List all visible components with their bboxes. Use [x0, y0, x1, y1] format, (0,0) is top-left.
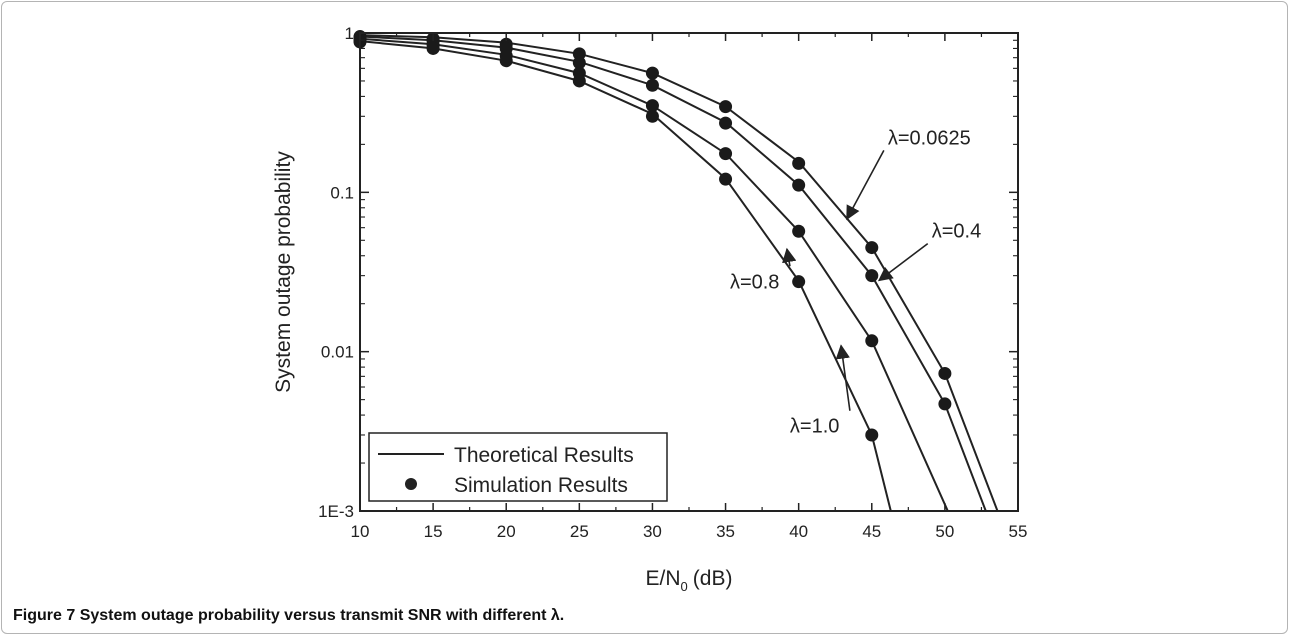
x-tick-label: 40 [789, 522, 808, 541]
simulation-point [645, 78, 659, 92]
legend-dot-swatch [405, 478, 417, 490]
simulation-point [426, 41, 440, 55]
simulation-point [572, 56, 586, 70]
x-axis-ticks: 10 15 20 25 30 35 40 45 50 55 [351, 33, 1028, 541]
figure-number: Figure 7 [13, 607, 76, 624]
simulation-point [792, 275, 806, 289]
simulation-points-group [353, 30, 952, 442]
y-axis-label: System outage probability [272, 151, 295, 393]
x-tick-label: 15 [424, 522, 443, 541]
simulation-point [719, 100, 733, 114]
annotation-lambda-label: λ=0.0625 [888, 127, 971, 149]
x-tick-label: 45 [862, 522, 881, 541]
x-tick-label: 30 [643, 522, 662, 541]
simulation-point [938, 397, 952, 411]
y-axis-ticks: 1 0.1 0.01 1E-3 [318, 24, 1018, 521]
annotation-lambda-label: λ=1.0 [790, 416, 839, 438]
simulation-point [499, 54, 513, 68]
simulation-point [792, 156, 806, 170]
simulation-point [572, 47, 586, 61]
outage-probability-chart: 10 15 20 25 30 35 40 45 50 55 1 0.1 0.01 1E-3 λ=0.06… [272, 24, 1028, 594]
x-tick-label: 55 [1009, 522, 1028, 541]
simulation-point [792, 178, 806, 192]
simulation-point [865, 334, 879, 348]
y-tick-label: 1 [345, 24, 354, 43]
simulation-point [645, 99, 659, 113]
x-tick-label: 10 [351, 522, 370, 541]
simulation-point [792, 224, 806, 238]
y-tick-label: 1E-3 [318, 502, 354, 521]
annotation-arrow [782, 247, 797, 267]
simulation-point [572, 74, 586, 88]
simulation-point [719, 147, 733, 161]
legend-label-simulation: Simulation Results [454, 474, 628, 497]
caption-text: System outage probability versus transmi… [79, 607, 565, 624]
simulation-point [645, 66, 659, 80]
x-tick-label: 20 [497, 522, 516, 541]
legend: Theoretical Results Simulation Results [368, 432, 668, 502]
y-tick-label: 0.01 [321, 343, 354, 362]
annotations-group: λ=0.0625 λ=0.4 λ=0.8 λ=1.0 [730, 127, 981, 437]
y-tick-label: 0.1 [330, 183, 354, 202]
figure-caption: Figure 7 System outage probability versu… [13, 607, 564, 625]
annotation-arrow [877, 242, 929, 282]
simulation-point [719, 116, 733, 130]
simulation-point [865, 269, 879, 283]
simulation-point [938, 366, 952, 380]
x-tick-label: 35 [716, 522, 735, 541]
x-tick-label: 25 [570, 522, 589, 541]
legend-box [368, 432, 668, 502]
simulation-point [645, 109, 659, 123]
simulation-point [719, 172, 733, 186]
theory-curve-lambda-0.0625 [360, 34, 999, 511]
simulation-point [865, 241, 879, 255]
legend-label-theoretical: Theoretical Results [454, 444, 634, 467]
annotation-arrow [835, 344, 851, 411]
annotation-lambda-label: λ=0.4 [932, 221, 981, 243]
x-tick-label: 50 [935, 522, 954, 541]
simulation-point [865, 428, 879, 442]
theory-curve-lambda-0.4 [360, 35, 987, 511]
annotation-arrow [846, 149, 885, 221]
annotation-lambda-label: λ=0.8 [730, 271, 779, 293]
x-axis-label: E/N0 (dB) [646, 567, 733, 594]
